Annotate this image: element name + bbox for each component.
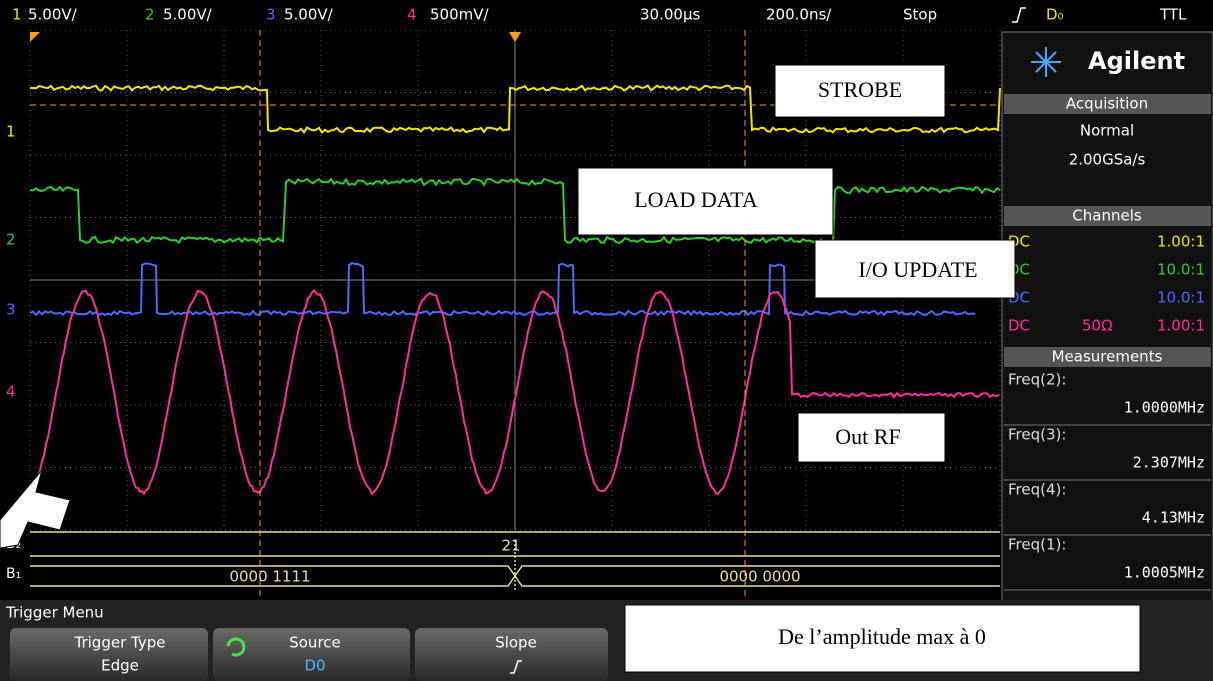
- run-state: Stop: [903, 6, 937, 24]
- bus-value: 21: [501, 537, 520, 555]
- scope-screen: 1 5.00V/ 2 5.00V/ 3 5.00V/ 4 500mV/ 30.0…: [0, 0, 1213, 681]
- softkey-value: D0: [304, 657, 325, 675]
- section-title: Measurements: [1052, 348, 1163, 366]
- channel-marker: 2: [6, 231, 16, 249]
- probe-ratio: 1.00:1: [1157, 233, 1205, 251]
- channel-marker: 4: [6, 383, 16, 401]
- impedance: 50Ω: [1082, 317, 1113, 335]
- channel-scale: 5.00V/: [163, 6, 213, 24]
- softkey-label: Slope: [495, 634, 537, 652]
- probe-ratio: 1.00:1: [1157, 317, 1205, 335]
- bus-label: B₁: [6, 566, 21, 582]
- coupling: DC: [1008, 317, 1030, 335]
- channel-marker: 3: [6, 301, 16, 319]
- probe-ratio: 10.0:1: [1157, 261, 1205, 279]
- menu-title: Trigger Menu: [5, 604, 104, 622]
- measurement-value: 1.0000MHz: [1124, 399, 1205, 417]
- time-delay: 30.00µs: [640, 6, 700, 24]
- channel-scale: 500mV/: [430, 6, 490, 24]
- measurement-label: Freq(4):: [1008, 481, 1066, 499]
- measurement-label: Freq(3):: [1008, 426, 1066, 444]
- time-scale: 200.0ns/: [766, 6, 832, 24]
- annotation: I/O UPDATE: [858, 257, 977, 282]
- annotation: Out RF: [835, 424, 900, 449]
- brand: Agilent: [1088, 47, 1185, 75]
- channel-number: 1: [12, 6, 22, 24]
- channel-marker: 1: [6, 123, 16, 141]
- channel-number: 3: [266, 6, 276, 24]
- annotation: LOAD DATA: [634, 187, 758, 212]
- softkey-label: Trigger Type: [74, 634, 166, 652]
- softkey-label: Source: [289, 634, 341, 652]
- annotation: STROBE: [818, 77, 902, 102]
- measurement-label: Freq(1):: [1008, 536, 1066, 554]
- softkey-value: Edge: [101, 657, 139, 675]
- trigger-level: TTL: [1159, 6, 1187, 24]
- section-title: Channels: [1072, 207, 1142, 225]
- annotation: De l’amplitude max à 0: [778, 624, 986, 649]
- measurement-value: 1.0005MHz: [1124, 564, 1205, 582]
- bus-value: 0000 0000: [719, 568, 800, 586]
- sample-rate: 2.00GSa/s: [1069, 151, 1146, 169]
- channel-number: 4: [407, 6, 417, 24]
- channel-scale: 5.00V/: [28, 6, 78, 24]
- acquisition-mode: Normal: [1080, 122, 1134, 140]
- bus-value: 0000 1111: [229, 568, 310, 586]
- channel-scale: 5.00V/: [284, 6, 334, 24]
- measurement-label: Freq(2):: [1008, 371, 1066, 389]
- side-panel: Agilent Acquisition Normal 2.00GSa/s Cha…: [1002, 32, 1213, 602]
- section-title: Acquisition: [1066, 95, 1148, 113]
- channel-number: 2: [145, 6, 155, 24]
- probe-ratio: 10.0:1: [1157, 289, 1205, 307]
- trigger-source: D₀: [1046, 6, 1064, 24]
- measurement-value: 4.13MHz: [1142, 509, 1205, 527]
- measurement-value: 2.307MHz: [1133, 454, 1205, 472]
